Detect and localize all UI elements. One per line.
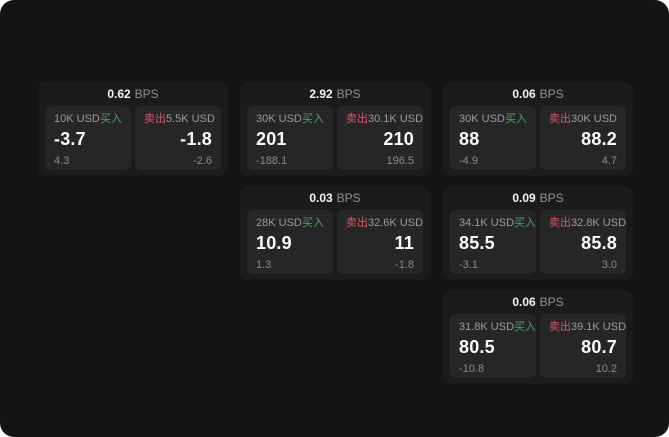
spread-unit: BPS [539,295,564,309]
sell-label: 卖出 [549,113,571,125]
buy-label: 买入 [302,113,324,125]
spread-unit: BPS [336,191,361,205]
spread-header: 0.06 BPS [443,290,633,314]
sell-amount: 30.1K USD [368,113,424,125]
buy-panel[interactable]: 10K USD 买入 -3.7 4.3 [45,106,131,170]
quote-card: 0.62 BPS 10K USD 买入 -3.7 4.3 卖出 5.5K USD… [38,82,228,176]
spread-header: 0.62 BPS [38,82,228,106]
spread-value: 0.62 [107,87,131,101]
spread-unit: BPS [539,191,564,205]
sell-sub-value: -2.6 [193,155,212,167]
buy-label: 买入 [514,217,537,229]
sell-label: 卖出 [346,217,368,229]
buy-price: 80.5 [459,337,495,357]
sell-label: 卖出 [549,217,571,229]
buy-label: 买入 [100,113,122,125]
spread-value: 0.09 [512,191,536,205]
quote-card: 0.03 BPS 28K USD 买入 10.9 1.3 卖出 32.6K US… [240,186,430,280]
quote-card: 0.06 BPS 31.8K USD 买入 80.5 -10.8 卖出 39.1… [443,290,633,384]
spread-value: 0.03 [309,191,333,205]
sell-panel[interactable]: 卖出 32.8K USD 85.8 3.0 [540,210,626,274]
sell-amount: 32.6K USD [368,217,424,229]
sell-price: 85.8 [581,233,617,253]
buy-sub-value: -188.1 [256,155,288,167]
sell-amount: 39.1K USD [571,321,627,333]
sell-sub-value: 196.5 [386,155,414,167]
buy-panel[interactable]: 30K USD 买入 201 -188.1 [247,106,333,170]
buy-price: 88 [459,129,480,149]
buy-amount: 30K USD [459,113,505,125]
sell-label: 卖出 [144,113,166,125]
buy-panel[interactable]: 28K USD 买入 10.9 1.3 [247,210,333,274]
sell-price: 11 [394,233,414,253]
buy-price: 85.5 [459,233,495,253]
spread-header: 0.03 BPS [240,186,430,210]
sell-sub-value: 10.2 [595,363,617,375]
buy-label: 买入 [302,217,324,229]
quote-card: 0.06 BPS 30K USD 买入 88 -4.9 卖出 30K USD 8… [443,82,633,176]
sell-panel[interactable]: 卖出 39.1K USD 80.7 10.2 [540,314,626,378]
buy-panel[interactable]: 34.1K USD 买入 85.5 -3.1 [450,210,536,274]
buy-amount: 10K USD [54,113,100,125]
buy-sub-value: -3.1 [459,259,478,271]
sell-sub-value: -1.8 [395,259,414,271]
spread-header: 2.92 BPS [240,82,430,106]
buy-price: 201 [256,129,287,149]
sell-label: 卖出 [549,321,571,333]
sell-panel[interactable]: 卖出 32.6K USD 11 -1.8 [337,210,423,274]
buy-panel[interactable]: 31.8K USD 买入 80.5 -10.8 [450,314,536,378]
spread-unit: BPS [336,87,361,101]
spread-value: 0.06 [512,295,536,309]
spread-value: 2.92 [309,87,333,101]
buy-price: -3.7 [54,129,86,149]
sell-panel[interactable]: 卖出 30.1K USD 210 196.5 [337,106,423,170]
buy-amount: 34.1K USD [459,217,515,229]
spread-unit: BPS [539,87,564,101]
buy-label: 买入 [514,321,537,333]
buy-sub-value: 1.3 [256,259,272,271]
quote-card: 0.09 BPS 34.1K USD 买入 85.5 -3.1 卖出 32.8K… [443,186,633,280]
spread-unit: BPS [134,87,159,101]
buy-sub-value: 4.3 [54,155,70,167]
sell-price: -1.8 [180,129,212,149]
spread-header: 0.06 BPS [443,82,633,106]
sell-price: 88.2 [581,129,617,149]
sell-amount: 5.5K USD [166,113,215,125]
sell-sub-value: 3.0 [601,259,617,271]
buy-amount: 31.8K USD [459,321,515,333]
sell-price: 210 [383,129,414,149]
buy-panel[interactable]: 30K USD 买入 88 -4.9 [450,106,536,170]
buy-amount: 28K USD [256,217,302,229]
quote-card: 2.92 BPS 30K USD 买入 201 -188.1 卖出 30.1K … [240,82,430,176]
sell-amount: 32.8K USD [571,217,627,229]
buy-price: 10.9 [256,233,292,253]
sell-sub-value: 4.7 [601,155,617,167]
sell-amount: 30K USD [571,113,617,125]
buy-amount: 30K USD [256,113,302,125]
sell-label: 卖出 [346,113,368,125]
buy-label: 买入 [505,113,527,125]
buy-sub-value: -10.8 [459,363,485,375]
sell-price: 80.7 [581,337,617,357]
spread-value: 0.06 [512,87,536,101]
spread-header: 0.09 BPS [443,186,633,210]
sell-panel[interactable]: 卖出 5.5K USD -1.8 -2.6 [135,106,221,170]
sell-panel[interactable]: 卖出 30K USD 88.2 4.7 [540,106,626,170]
buy-sub-value: -4.9 [459,155,478,167]
